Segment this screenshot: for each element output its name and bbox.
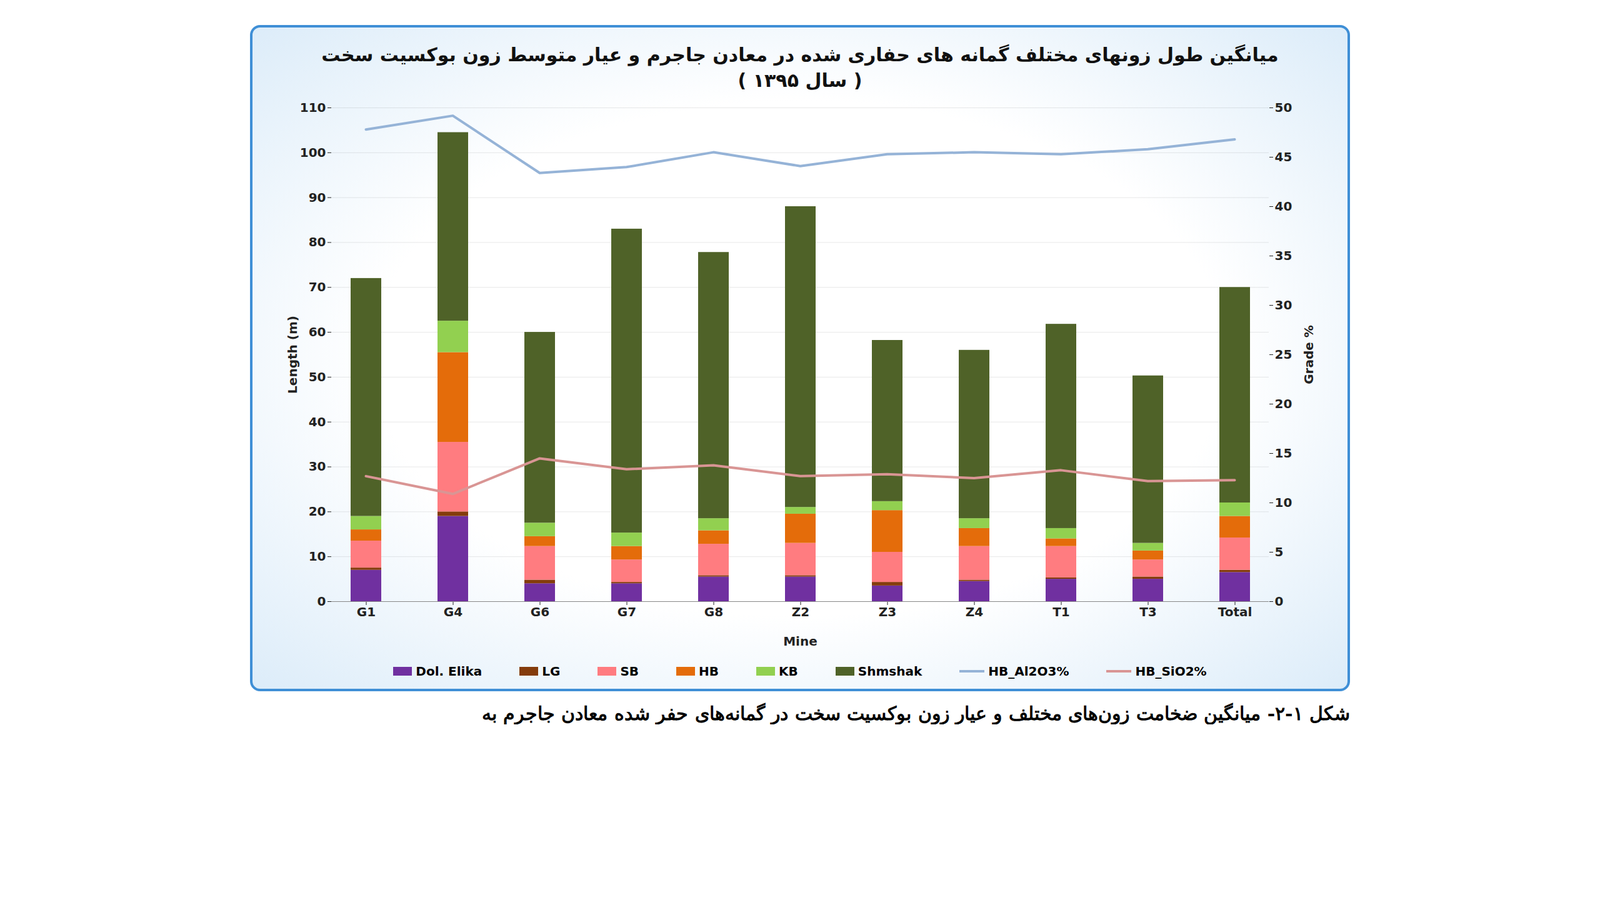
svg-text:50: 50 (308, 369, 327, 385)
svg-text:G7: G7 (617, 604, 637, 620)
html-text:SB: SB (620, 663, 639, 679)
html-text:Dol. Elika: Dol. Elika (415, 663, 483, 679)
html-text:Shmshak: Shmshak (858, 663, 923, 679)
html-text:LG: LG (542, 663, 561, 679)
html-text:HB_SiO2%: HB_SiO2% (1135, 663, 1207, 679)
svg-text:110: 110 (300, 100, 327, 115)
svg-text:80: 80 (308, 234, 327, 250)
svg-text:10: 10 (1275, 495, 1293, 510)
html-text:( سال ۱۳۹۵ ): ( سال ۱۳۹۵ ) (737, 69, 863, 92)
svg-text:25: 25 (1275, 346, 1293, 362)
svg-text:15: 15 (1275, 445, 1293, 461)
html-text:KB: KB (778, 663, 798, 679)
svg-text:G1: G1 (356, 604, 376, 620)
html-text:شکل ۱-۲- میانگین ضخامت زون‌های: شکل ۱-۲- میانگین ضخامت زون‌های مختلف و ع… (481, 702, 1350, 725)
svg-text:Z3: Z3 (878, 604, 897, 620)
svg-text:35: 35 (1275, 248, 1293, 264)
svg-text:5: 5 (1275, 544, 1284, 560)
svg-text:Mine: Mine (783, 633, 818, 649)
svg-text:0: 0 (1275, 593, 1284, 609)
svg-text:40: 40 (1275, 198, 1293, 214)
svg-text:70: 70 (308, 279, 327, 295)
svg-text:30: 30 (308, 458, 327, 474)
svg-text:G4: G4 (443, 604, 463, 620)
html-text:HB_Al2O3%: HB_Al2O3% (988, 663, 1070, 679)
svg-text:T3: T3 (1139, 604, 1157, 620)
svg-text:Length (m): Length (m) (285, 315, 300, 394)
svg-text:90: 90 (308, 190, 327, 205)
svg-text:45: 45 (1275, 149, 1293, 165)
svg-text:100: 100 (300, 145, 327, 160)
svg-text:60: 60 (308, 324, 327, 340)
svg-text:G8: G8 (704, 604, 724, 620)
html-text:HB: HB (698, 663, 719, 679)
svg-text:T1: T1 (1052, 604, 1070, 620)
html-text:میانگین طول زونهای مختلف گمانه: میانگین طول زونهای مختلف گمانه های حفاری… (321, 43, 1279, 66)
svg-text:0: 0 (317, 593, 327, 609)
svg-text:40: 40 (308, 414, 327, 430)
svg-text:30: 30 (1275, 297, 1293, 313)
svg-text:50: 50 (1275, 100, 1293, 115)
svg-text:G6: G6 (530, 604, 550, 620)
svg-text:Grade %: Grade % (1301, 325, 1317, 385)
svg-text:10: 10 (308, 548, 327, 564)
svg-text:20: 20 (308, 503, 327, 519)
svg-text:Z4: Z4 (965, 604, 984, 620)
svg-text:Z2: Z2 (791, 604, 810, 620)
svg-text:Total: Total (1218, 604, 1253, 620)
svg-text:20: 20 (1275, 396, 1293, 412)
